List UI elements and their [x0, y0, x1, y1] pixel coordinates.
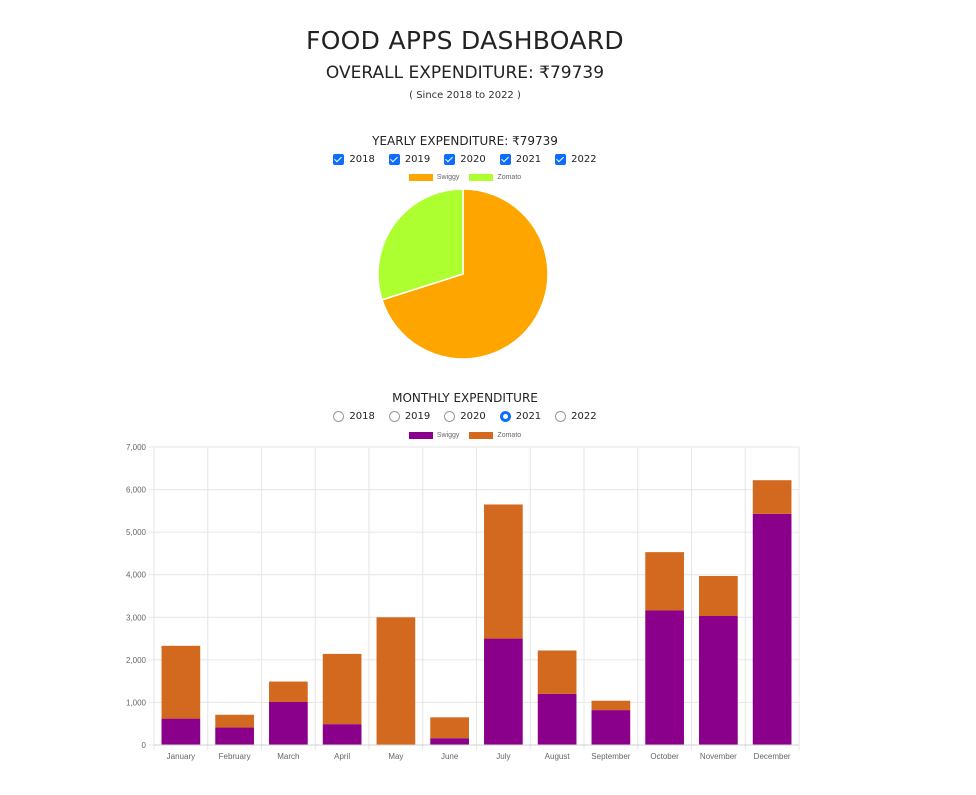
year-label: 2022: [571, 154, 597, 165]
overall-expenditure: OVERALL EXPENDITURE: ₹79739: [325, 63, 605, 83]
legend-swatch: [469, 174, 494, 181]
bar-zomato-february[interactable]: [215, 714, 254, 728]
bar-zomato-april[interactable]: [322, 653, 362, 725]
y-tick-label: 1,000: [126, 698, 147, 707]
x-tick-label: July: [496, 752, 510, 761]
bar-swiggy-november[interactable]: [699, 616, 738, 745]
checkbox-checked-icon[interactable]: [388, 154, 400, 165]
year-checkbox-2022[interactable]: 2022: [555, 154, 597, 165]
x-tick-label: November: [700, 752, 737, 761]
year-label: 2019: [404, 411, 431, 422]
y-tick-label: 2,000: [126, 656, 147, 665]
bar-zomato-august[interactable]: [537, 650, 577, 694]
x-tick-label: April: [334, 752, 350, 761]
year-checkbox-2019[interactable]: 2019: [388, 154, 431, 165]
x-tick-label: February: [219, 752, 251, 761]
bar-zomato-december[interactable]: [752, 480, 792, 514]
radio-icon[interactable]: [444, 411, 456, 422]
bar-swiggy-june[interactable]: [430, 738, 469, 745]
y-tick-label: 0: [142, 741, 147, 750]
year-label: 2018: [349, 154, 375, 165]
checkbox-checked-icon[interactable]: [444, 154, 456, 165]
bar-swiggy-july[interactable]: [484, 638, 523, 745]
year-label: 2020: [460, 154, 486, 165]
bar-zomato-july[interactable]: [484, 504, 523, 639]
year-radio-group: 2018 2019 2020 2021 2022: [0, 411, 930, 422]
bar-zomato-november[interactable]: [699, 575, 738, 617]
bar-swiggy-september[interactable]: [591, 710, 631, 745]
monthly-chart-title: MONTHLY EXPENDITURE: [392, 391, 538, 405]
yearly-pie-chart: [377, 188, 549, 360]
legend-label: Zomato: [497, 174, 522, 181]
year-label: 2021: [515, 411, 542, 422]
year-radio-2019[interactable]: 2019: [388, 411, 431, 422]
checkbox-checked-icon[interactable]: [499, 154, 511, 165]
legend-swatch: [469, 432, 494, 439]
year-label: 2021: [515, 154, 542, 165]
year-checkbox-2021[interactable]: 2021: [499, 154, 542, 165]
x-tick-label: December: [754, 752, 791, 761]
bar-zomato-march[interactable]: [269, 681, 308, 703]
radio-icon[interactable]: [333, 411, 345, 422]
x-tick-label: August: [545, 752, 571, 761]
checkbox-checked-icon[interactable]: [333, 154, 345, 165]
x-tick-label: October: [650, 752, 679, 761]
bar-swiggy-february[interactable]: [215, 727, 254, 745]
bar-zomato-january[interactable]: [161, 645, 201, 719]
legend-item-swiggy[interactable]: Swiggy: [408, 174, 460, 181]
bar-zomato-october[interactable]: [645, 552, 684, 611]
pie-slice-swiggy[interactable]: [381, 188, 549, 360]
year-radio-2020[interactable]: 2020: [444, 411, 486, 422]
radio-icon[interactable]: [388, 411, 400, 422]
page-title: FOOD APPS DASHBOARD: [306, 26, 624, 55]
year-checkbox-group: 2018 2019 2020 2021 2022: [0, 154, 930, 165]
date-range-note: ( Since 2018 to 2022 ): [409, 90, 521, 101]
bar-swiggy-october[interactable]: [645, 610, 684, 745]
year-radio-2018[interactable]: 2018: [333, 411, 375, 422]
year-radio-2022[interactable]: 2022: [555, 411, 597, 422]
x-tick-label: March: [277, 752, 299, 761]
bar-zomato-september[interactable]: [591, 700, 631, 711]
legend-label: Zomato: [497, 432, 522, 439]
x-tick-label: January: [167, 752, 195, 761]
year-checkbox-2020[interactable]: 2020: [444, 154, 486, 165]
bar-swiggy-december[interactable]: [752, 513, 792, 745]
yearly-chart-title: YEARLY EXPENDITURE: ₹79739: [372, 134, 558, 148]
bar-swiggy-april[interactable]: [322, 724, 362, 745]
checkbox-checked-icon[interactable]: [555, 154, 567, 165]
pie-legend: Swiggy Zomato: [0, 174, 930, 181]
legend-item-zomato[interactable]: Zomato: [469, 174, 521, 181]
x-tick-label: September: [591, 752, 630, 761]
bar-legend: Swiggy Zomato: [0, 432, 930, 439]
y-tick-label: 5,000: [126, 528, 147, 537]
bar-swiggy-august[interactable]: [537, 693, 577, 745]
year-label: 2018: [349, 411, 375, 422]
bar-swiggy-january[interactable]: [161, 718, 201, 745]
year-radio-2021[interactable]: 2021: [499, 411, 542, 422]
y-tick-label: 3,000: [126, 613, 147, 622]
legend-swatch: [408, 174, 433, 181]
bar-zomato-may[interactable]: [376, 617, 416, 745]
year-checkbox-2018[interactable]: 2018: [333, 154, 375, 165]
y-tick-label: 4,000: [126, 571, 147, 580]
year-label: 2020: [460, 411, 486, 422]
y-tick-label: 7,000: [126, 443, 147, 452]
x-tick-label: May: [388, 752, 403, 761]
radio-selected-icon[interactable]: [499, 411, 511, 422]
pie-slice-zomato[interactable]: [377, 188, 464, 301]
y-tick-label: 6,000: [126, 486, 147, 495]
legend-item-zomato[interactable]: Zomato: [469, 432, 521, 439]
bar-swiggy-march[interactable]: [269, 702, 308, 745]
legend-label: Swiggy: [436, 432, 460, 439]
year-label: 2022: [571, 411, 597, 422]
year-label: 2019: [404, 154, 431, 165]
legend-swatch: [408, 432, 433, 439]
legend-item-swiggy[interactable]: Swiggy: [408, 432, 460, 439]
bar-zomato-june[interactable]: [430, 717, 469, 739]
radio-icon[interactable]: [555, 411, 567, 422]
x-tick-label: June: [441, 752, 459, 761]
legend-label: Swiggy: [436, 174, 460, 181]
